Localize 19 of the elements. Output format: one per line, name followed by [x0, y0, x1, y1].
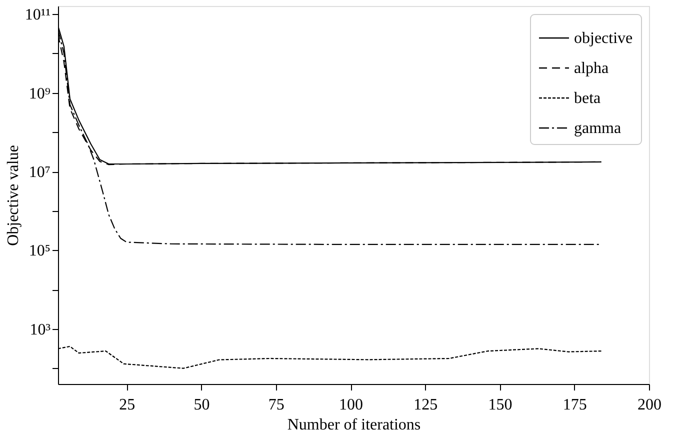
y-tick-label: 10¹¹ — [24, 6, 51, 24]
y-tick-label: 10³ — [30, 321, 51, 338]
x-tick-label: 75 — [268, 396, 284, 414]
x-tick-label: 125 — [414, 396, 438, 414]
legend-label: gamma — [574, 120, 622, 137]
legend-label: alpha — [574, 60, 609, 77]
y-axis-title: Objective value — [4, 145, 22, 246]
legend-label: beta — [574, 90, 601, 107]
x-tick-label: 200 — [638, 396, 662, 414]
x-tick-label: 100 — [339, 396, 364, 414]
x-tick-label: 175 — [562, 396, 587, 414]
y-tick-label: 10⁹ — [28, 85, 51, 102]
legend-label: objective — [574, 30, 633, 47]
x-axis-title: Number of iterations — [287, 416, 421, 434]
x-tick-label: 50 — [194, 396, 210, 414]
x-tick-label: 150 — [488, 396, 512, 414]
x-tick-label: 25 — [119, 396, 136, 414]
y-tick-label: 10⁵ — [28, 242, 50, 260]
y-tick-label: 10⁷ — [28, 164, 50, 181]
